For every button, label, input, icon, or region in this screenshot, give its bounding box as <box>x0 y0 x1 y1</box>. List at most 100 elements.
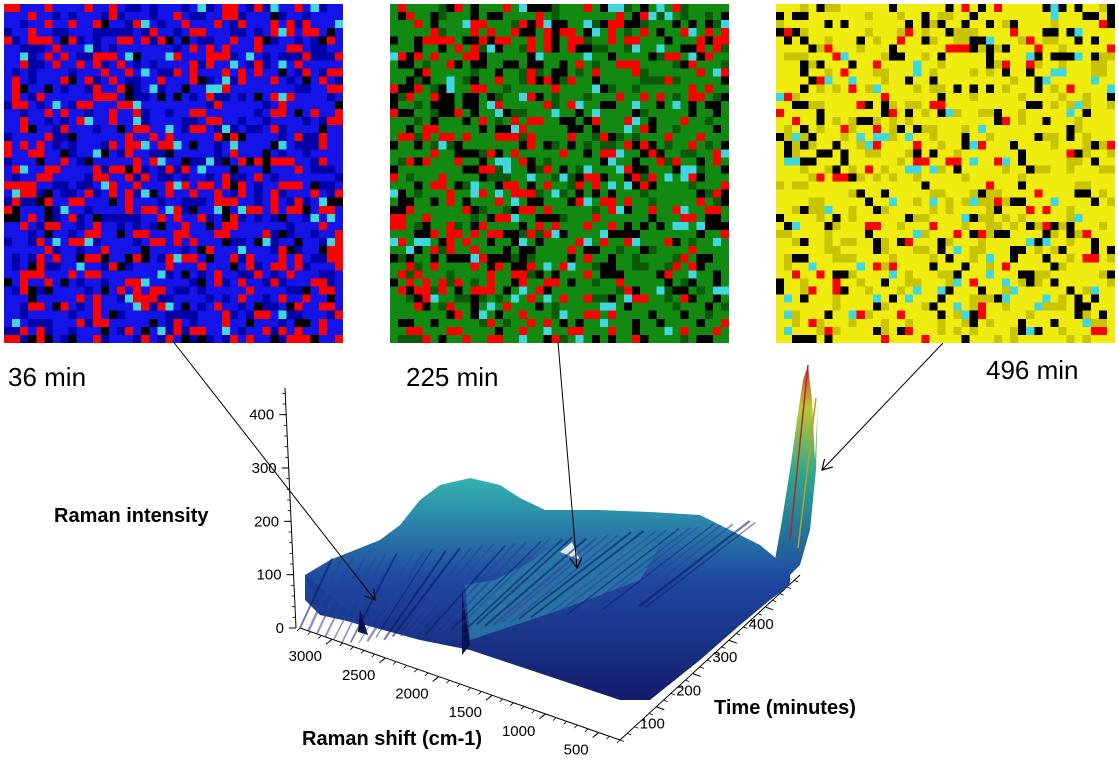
z-axis-title: Raman intensity <box>54 505 209 527</box>
x-minor-tick <box>307 631 311 636</box>
y-minor-tick <box>699 666 704 669</box>
y-minor-tick <box>706 659 712 663</box>
time-label-496-min: 496 min <box>986 355 1079 385</box>
surface-stripe <box>307 558 343 632</box>
x-tick-label: 500 <box>564 742 589 759</box>
surface-stripe <box>476 536 574 625</box>
y-axis-line <box>619 574 801 741</box>
z-tick-label: 400 <box>249 407 274 424</box>
surface-stripe <box>451 540 542 630</box>
z-tick-label: 300 <box>252 460 277 477</box>
annotation-arrow-496-min <box>822 342 944 470</box>
surface-stripe <box>375 548 433 639</box>
surface-spike-line <box>797 397 817 549</box>
surface-dark-band <box>462 590 470 655</box>
x-tick-label: 1000 <box>502 723 535 740</box>
surface-stripe <box>501 534 609 623</box>
y-minor-tick <box>786 586 792 589</box>
raman-map-496-min <box>776 4 1115 343</box>
z-tick-label: 200 <box>254 513 279 530</box>
y-minor-tick <box>627 732 632 736</box>
surface-stripe <box>644 521 756 608</box>
annotation-arrow-36-min <box>171 339 375 600</box>
surface-stripe <box>324 556 366 638</box>
surface-stripe <box>509 534 619 623</box>
surface-stripe <box>566 528 680 616</box>
surface-spike-line <box>789 364 809 541</box>
x-minor-tick <box>510 702 514 706</box>
y-minor-tick <box>721 646 726 649</box>
x-minor-tick <box>531 709 535 714</box>
x-minor-tick <box>467 687 471 692</box>
surface-stripe <box>467 538 564 628</box>
surface-stripe <box>400 547 472 637</box>
raman-map-image <box>390 4 729 343</box>
z-tick-label: 100 <box>257 567 282 584</box>
x-minor-tick <box>616 739 621 744</box>
y-minor-tick <box>735 633 741 636</box>
surface-stripe <box>543 530 657 618</box>
y-tick-label: 100 <box>640 716 665 733</box>
y-minor-tick <box>692 673 697 676</box>
raman-map-36-min <box>4 4 343 343</box>
surface-dark-band <box>358 610 368 635</box>
y-minor-tick <box>648 713 654 716</box>
annotation-arrow-225-min <box>557 341 577 568</box>
x-minor-tick <box>424 672 429 677</box>
x-minor-tick <box>456 683 461 688</box>
time-label-225-min: 225 min <box>406 362 499 392</box>
x-minor-tick <box>435 676 439 680</box>
x-minor-tick <box>350 646 354 650</box>
surface-stripe <box>602 523 715 610</box>
y-minor-tick <box>794 579 799 583</box>
y-minor-tick <box>743 626 748 629</box>
raman-map-image <box>4 4 343 343</box>
x-minor-tick <box>542 713 546 718</box>
surface-stripe <box>484 537 588 627</box>
x-minor-tick <box>520 706 525 710</box>
x-minor-tick <box>382 657 386 662</box>
surface-stripe <box>299 557 334 629</box>
x-minor-tick <box>392 661 397 665</box>
y-minor-tick <box>656 706 661 709</box>
y-axis-ticks: 100 200 300 400 <box>619 579 799 742</box>
y-minor-tick <box>663 699 668 702</box>
z-axis-line <box>284 387 297 629</box>
surface-stripes <box>299 520 756 644</box>
x-minor-tick <box>360 650 365 654</box>
y-minor-tick <box>641 719 646 722</box>
x-tick-label: 2500 <box>342 667 375 684</box>
surface-stripe <box>442 542 527 632</box>
x-axis-title: Raman shift (cm-1) <box>302 728 483 750</box>
raman-map-image <box>776 4 1115 343</box>
y-minor-tick <box>670 693 675 696</box>
surface-stripe <box>518 531 632 620</box>
x-minor-tick <box>478 691 482 695</box>
surface-stripe <box>358 553 414 644</box>
z-tick-label: 0 <box>276 620 284 637</box>
z-axis-ticks: 0 100 200 300 400 <box>249 392 296 637</box>
x-minor-tick <box>563 721 567 725</box>
x-axis-ticks: 3000 2500 2000 1500 1000 500 <box>289 627 621 759</box>
x-tick-label: 2000 <box>395 686 428 703</box>
y-tick-label: 400 <box>749 616 774 633</box>
raman-surface <box>299 364 818 700</box>
surface-stripe <box>315 556 354 635</box>
raman-map-225-min <box>390 4 729 343</box>
x-minor-tick <box>595 732 599 736</box>
surface-stripe <box>638 520 751 608</box>
x-tick-label: 1500 <box>449 704 482 721</box>
y-minor-tick <box>757 613 763 616</box>
y-minor-tick <box>772 599 777 603</box>
surface-stripe <box>609 524 722 612</box>
x-minor-tick <box>414 668 418 673</box>
y-minor-tick <box>750 619 755 623</box>
surface-stripe <box>530 530 645 619</box>
surface-stripe <box>586 526 700 613</box>
x-minor-tick <box>328 638 333 643</box>
surface-stripe <box>417 543 494 633</box>
surface-stripe <box>553 529 667 617</box>
surface-stripe <box>408 544 484 634</box>
surface-stripe <box>459 537 551 627</box>
